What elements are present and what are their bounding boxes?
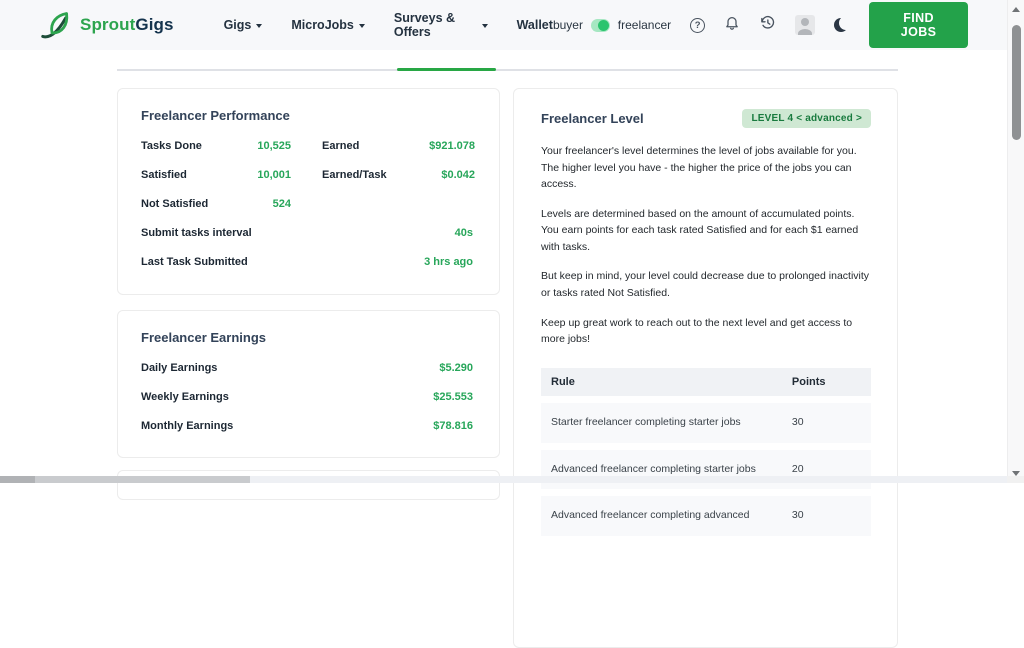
horizontal-scrollbar-thumb[interactable] <box>0 476 250 483</box>
stat-last-task-submitted: Last Task Submitted 3 hrs ago <box>141 256 473 268</box>
stat-earned: Earned $921.078 <box>322 140 475 152</box>
nav-item-gigs[interactable]: Gigs <box>224 18 263 32</box>
active-tab-indicator[interactable] <box>397 68 496 71</box>
vertical-scrollbar-thumb[interactable] <box>1012 25 1021 140</box>
brand-logo[interactable]: SproutGigs <box>40 10 174 40</box>
earnings-rows: Daily Earnings $5.290 Weekly Earnings $2… <box>141 362 473 432</box>
navbar-right-controls: buyer freelancer ? <box>553 2 968 48</box>
tabs-divider-line <box>117 69 898 71</box>
points-cell: 30 <box>781 496 871 537</box>
earnings-title: Freelancer Earnings <box>141 330 266 345</box>
scroll-down-arrow-icon[interactable] <box>1012 471 1020 476</box>
stat-tasks-done: Tasks Done 10,525 <box>141 140 291 152</box>
rule-column-header: Rule <box>541 367 782 396</box>
stat-satisfied: Satisfied 10,001 <box>141 169 291 181</box>
notifications-button[interactable] <box>724 15 740 36</box>
nav-item-wallet[interactable]: Wallet <box>516 18 553 32</box>
points-cell: 20 <box>781 449 871 490</box>
stat-earned-per-task: Earned/Task $0.042 <box>322 169 475 181</box>
find-jobs-button[interactable]: FIND JOBS <box>869 2 968 48</box>
horizontal-scrollbar[interactable] <box>0 476 1007 483</box>
buyer-label[interactable]: buyer <box>552 18 583 32</box>
earnings-row-daily: Daily Earnings $5.290 <box>141 362 473 374</box>
toggle-knob <box>597 19 609 31</box>
level-paragraph: Levels are determined based on the amoun… <box>541 207 859 253</box>
sproutgigs-leaf-icon <box>40 10 72 40</box>
help-button[interactable]: ? <box>690 17 706 33</box>
freelancer-performance-card: Freelancer Performance Tasks Done 10,525… <box>117 88 500 295</box>
chevron-down-icon <box>256 24 263 28</box>
profile-button[interactable] <box>795 15 816 35</box>
level-title: Freelancer Level <box>541 111 644 126</box>
level-paragraph: But keep in mind, your level could decre… <box>541 270 870 300</box>
level-paragraph: Keep up great work to reach out to the n… <box>541 316 853 346</box>
dark-mode-button[interactable] <box>834 18 848 32</box>
bell-icon <box>724 15 740 36</box>
top-navbar: SproutGigs Gigs MicroJobs Surveys & Offe… <box>0 0 1007 50</box>
history-icon <box>759 14 776 36</box>
vertical-scrollbar[interactable] <box>1007 0 1024 483</box>
level-card-header: Freelancer Level LEVEL 4 < advanced > <box>541 109 871 128</box>
points-cell: 30 <box>781 402 871 443</box>
scroll-up-arrow-icon[interactable] <box>1012 7 1020 12</box>
table-row: Advanced freelancer completing starter j… <box>541 449 871 490</box>
stat-not-satisfied: Not Satisfied 524 <box>141 198 291 210</box>
next-card-clipped <box>117 470 500 500</box>
history-button[interactable] <box>759 14 776 36</box>
buyer-freelancer-toggle[interactable] <box>590 18 610 32</box>
level-badge: LEVEL 4 < advanced > <box>742 109 871 128</box>
rule-cell: Advanced freelancer completing advanced <box>541 496 782 537</box>
freelancer-level-card: Freelancer Level LEVEL 4 < advanced > Yo… <box>513 88 898 648</box>
stat-empty-cell <box>322 198 475 210</box>
moon-icon <box>834 18 848 32</box>
earnings-row-monthly: Monthly Earnings $78.816 <box>141 420 473 432</box>
performance-title: Freelancer Performance <box>141 108 290 123</box>
stat-submit-interval: Submit tasks interval 40s <box>141 227 473 239</box>
level-points-table: Rule Points Starter freelancer completin… <box>541 361 871 543</box>
level-paragraph: Your freelancer's level determines the l… <box>541 145 857 191</box>
chevron-down-icon <box>358 24 365 28</box>
table-row: Starter freelancer completing starter jo… <box>541 402 871 443</box>
avatar <box>795 15 816 35</box>
nav-item-surveys-offers[interactable]: Surveys & Offers <box>394 11 488 39</box>
earnings-row-weekly: Weekly Earnings $25.553 <box>141 391 473 403</box>
nav-item-microjobs[interactable]: MicroJobs <box>291 18 365 32</box>
scrollbar-corner <box>1007 476 1024 483</box>
main-nav: Gigs MicroJobs Surveys & Offers Wallet <box>224 11 553 39</box>
table-row: Advanced freelancer completing advanced … <box>541 496 871 537</box>
rule-cell: Starter freelancer completing starter jo… <box>541 402 782 443</box>
table-header-row: Rule Points <box>541 367 871 396</box>
chevron-down-icon <box>481 24 488 28</box>
help-icon: ? <box>690 17 706 33</box>
freelancer-label[interactable]: freelancer <box>617 18 672 32</box>
freelancer-earnings-card: Freelancer Earnings Daily Earnings $5.29… <box>117 310 500 458</box>
points-column-header: Points <box>781 367 871 396</box>
performance-stats-grid: Tasks Done 10,525 Earned $921.078 Satisf… <box>141 140 475 210</box>
rule-cell: Advanced freelancer completing starter j… <box>541 449 782 490</box>
brand-name: SproutGigs <box>80 15 174 34</box>
